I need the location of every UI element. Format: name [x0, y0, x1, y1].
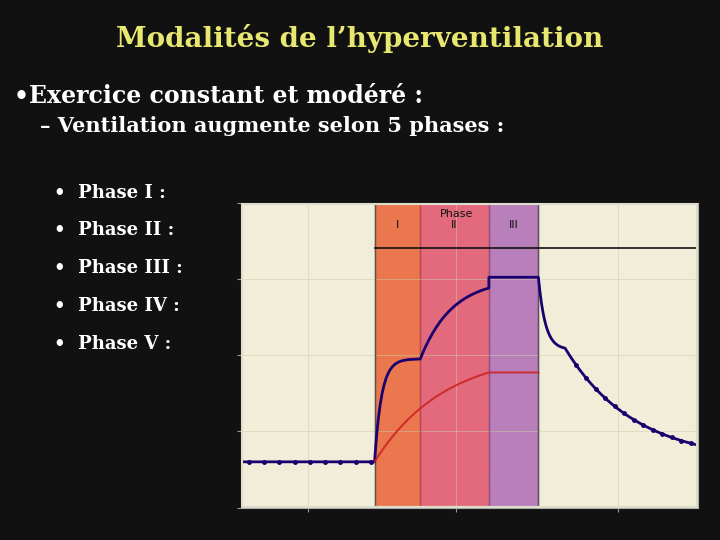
Y-axis label: Minute ventilation, L · min⁻¹: Minute ventilation, L · min⁻¹ — [206, 292, 215, 418]
Bar — [489, 202, 539, 508]
Text: Modalités de l’hyperventilation: Modalités de l’hyperventilation — [117, 24, 603, 53]
Text: •  Phase I :: • Phase I : — [54, 184, 166, 201]
Bar — [420, 202, 489, 508]
Text: •  Phase III :: • Phase III : — [54, 259, 183, 277]
Text: •Exercice constant et modéré :: •Exercice constant et modéré : — [14, 84, 423, 107]
Text: I: I — [396, 220, 399, 231]
Bar — [374, 202, 420, 508]
Text: •  Phase V :: • Phase V : — [54, 335, 171, 353]
Bar — [241, 202, 698, 508]
Text: •  Phase II :: • Phase II : — [54, 221, 174, 239]
Text: – Ventilation augmente selon 5 phases :: – Ventilation augmente selon 5 phases : — [40, 116, 504, 136]
Text: V: V — [607, 313, 624, 335]
Text: •  Phase IV :: • Phase IV : — [54, 297, 180, 315]
Text: Phase: Phase — [440, 209, 473, 219]
Text: II: II — [451, 220, 458, 231]
Text: III: III — [509, 220, 518, 231]
